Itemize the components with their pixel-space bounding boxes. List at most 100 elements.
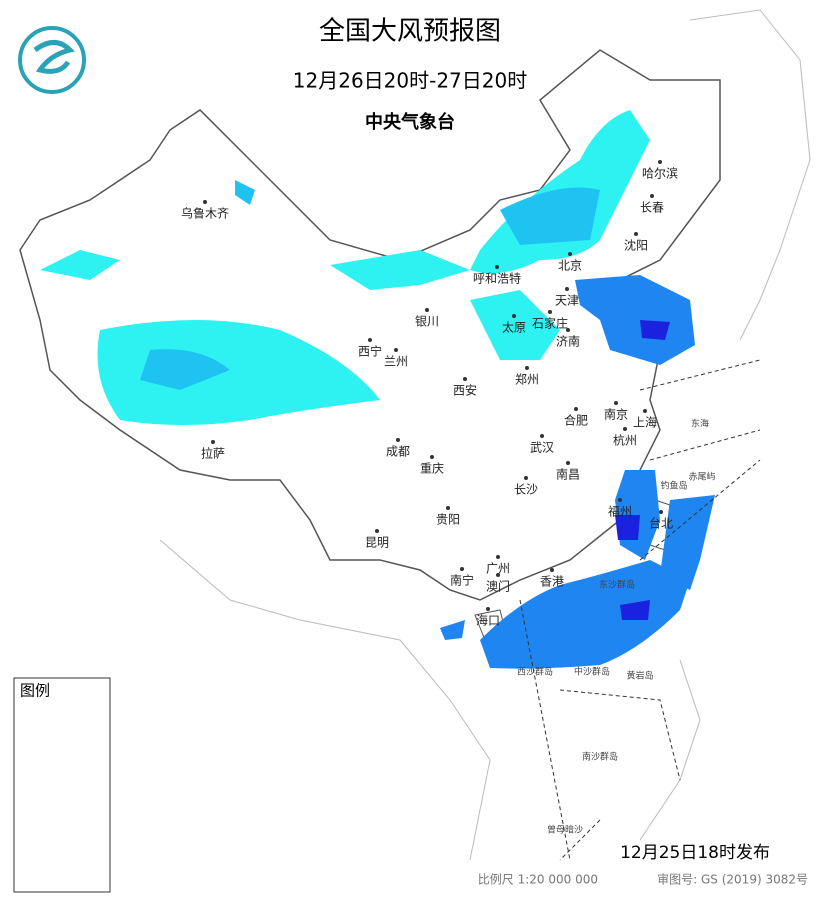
sea-borders	[519, 359, 761, 861]
city-label: 呼和浩特	[473, 271, 521, 286]
place-label: 黄岩岛	[626, 670, 653, 682]
city-dot	[548, 310, 552, 314]
wind-area	[97, 320, 380, 425]
city-label: 西安	[453, 383, 477, 398]
time-range: 12月26日20时-27日20时	[293, 69, 527, 93]
city-label: 广州	[486, 562, 510, 576]
city-label: 太原	[502, 320, 526, 335]
wind-area	[40, 250, 120, 280]
place-label: 钓鱼岛	[660, 480, 687, 492]
city-dot	[463, 377, 467, 381]
city-dot	[512, 314, 516, 318]
wind-area	[575, 275, 695, 365]
wind-area	[480, 560, 690, 669]
wind-area	[640, 320, 670, 340]
wind-area	[500, 187, 600, 245]
city-dot	[396, 438, 400, 442]
city-dot	[574, 407, 578, 411]
legend-box	[13, 677, 111, 893]
legend-title: 图例	[20, 682, 50, 700]
place-label: 赤尾屿	[688, 472, 715, 483]
city-dot	[368, 338, 372, 342]
neighbors	[159, 9, 811, 861]
city-dot	[634, 232, 638, 236]
city-dot	[658, 160, 662, 164]
city-label: 香港	[540, 575, 564, 589]
city-dot	[643, 409, 647, 413]
place-label: 曾母暗沙	[547, 824, 583, 836]
wind-area	[140, 349, 230, 390]
wind-area	[470, 290, 560, 360]
city-label: 上海	[633, 415, 657, 430]
wind-area	[620, 600, 650, 620]
city-dot	[623, 427, 627, 431]
city-dot	[540, 434, 544, 438]
city-label: 石家庄	[532, 316, 568, 331]
city-dot	[430, 455, 434, 459]
city-dot	[203, 200, 207, 204]
city-label: 银川	[415, 315, 439, 329]
city-dot	[650, 194, 654, 198]
city-label: 杭州	[613, 433, 637, 448]
review-number: 审图号: GS (2019) 3082号	[657, 872, 808, 887]
city-label: 拉萨	[201, 446, 225, 461]
place-label: 中沙群岛	[574, 666, 610, 678]
city-label: 南宁	[450, 573, 474, 588]
city-label: 济南	[556, 334, 580, 349]
city-label: 乌鲁木齐	[181, 206, 229, 221]
city-label: 合肥	[564, 413, 588, 428]
city-dot	[614, 401, 618, 405]
city-label: 沈阳	[624, 238, 648, 253]
logo	[18, 26, 86, 94]
city-dot	[486, 607, 490, 611]
wind-area	[235, 180, 255, 205]
place-label: 东沙群岛	[599, 579, 635, 591]
city-dot	[566, 328, 570, 332]
city-label: 南昌	[556, 467, 580, 482]
city-label: 武汉	[530, 441, 554, 455]
wind-areas	[40, 110, 715, 669]
city-dot	[495, 265, 499, 269]
city-label: 郑州	[515, 372, 539, 387]
place-label: 南沙群岛	[582, 751, 618, 763]
city-dot	[525, 366, 529, 370]
city-dot	[568, 252, 572, 256]
city-label: 澳门	[486, 579, 510, 594]
place-label: 东海	[691, 418, 709, 430]
city-dot	[524, 476, 528, 480]
wind-area	[660, 495, 715, 590]
city-label: 贵阳	[436, 513, 460, 527]
place-label: 西沙群岛	[517, 666, 553, 678]
city-dot	[425, 308, 429, 312]
city-label: 天津	[555, 294, 579, 308]
scale: 比例尺 1:20 000 000	[478, 873, 598, 887]
city-label: 哈尔滨	[642, 166, 678, 181]
city-label: 西宁	[358, 344, 382, 359]
city-label: 北京	[558, 259, 582, 273]
city-label: 长春	[640, 201, 664, 215]
city-dot	[211, 440, 215, 444]
title: 全国大风预报图	[319, 17, 501, 47]
city-dot	[659, 510, 663, 514]
city-dot	[618, 498, 622, 502]
issuer: 中央气象台	[365, 111, 455, 133]
city-label: 福州	[608, 504, 632, 519]
wind-area	[440, 620, 465, 640]
city-label: 重庆	[420, 462, 444, 476]
city-label: 长沙	[514, 483, 538, 497]
wind-area	[615, 515, 640, 540]
city-dot	[566, 461, 570, 465]
city-label: 海口	[476, 613, 500, 628]
issued: 12月25日18时发布	[620, 843, 770, 863]
wind-area	[330, 250, 470, 290]
city-dot	[375, 529, 379, 533]
city-label: 昆明	[365, 536, 389, 550]
city-dot	[550, 568, 554, 572]
city-dot	[446, 506, 450, 510]
city-dot	[394, 348, 398, 352]
city-label: 兰州	[384, 355, 408, 369]
city-label: 南京	[604, 407, 628, 422]
city-dot	[496, 573, 500, 577]
city-dot	[496, 555, 500, 559]
